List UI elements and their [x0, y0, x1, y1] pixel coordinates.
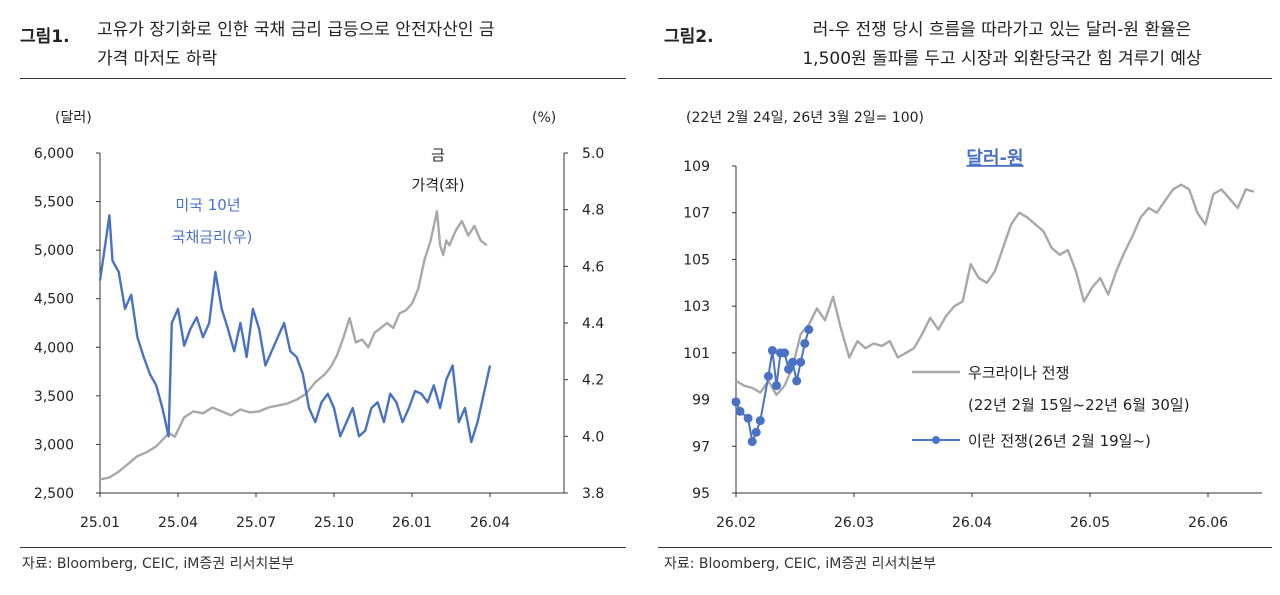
x-axis-tick-label: 26.04: [470, 515, 510, 531]
left-axis-tick-label: 3,500: [34, 389, 74, 405]
chart-subtitle: (22년 2월 24일, 26년 3월 2일= 100): [686, 110, 924, 126]
treasury-annotation-line1: 미국 10년: [175, 196, 240, 214]
chart-axes: 6,000 5,500 5,000 4,500 4,000 3,500 3,000 2,500…: [34, 146, 604, 531]
legend-label-ukraine-period: (22년 2월 15일~22년 6월 30일): [968, 396, 1190, 414]
x-axis-tick-label: 26.02: [716, 515, 756, 531]
gold-treasury-chart: (달러) (%) 6,000 5,500 5,000 4,500 4,000 3,500 3…: [34, 110, 604, 531]
x-axis-tick-label: 26.05: [1070, 515, 1110, 531]
x-axis-tick-label: 25.04: [158, 515, 198, 531]
iran-war-point: [731, 397, 741, 407]
figure-title: 고유가 장기화로 인한 국채 금리 급등으로 안전자산인 금 가격 마저도 하락: [97, 16, 607, 74]
figure-title-line1: 러-우 전쟁 당시 흐름을 따라가고 있는 달러-원 환율은: [812, 20, 1192, 40]
chart-series: [731, 183, 1255, 447]
legend-label-iran: 이란 전쟁(26년 2월 19일~): [968, 432, 1151, 450]
gold-annotation-line1: 금: [431, 146, 445, 164]
iran-war-point: [804, 325, 814, 334]
chart-inner-title: 달러-원: [966, 148, 1023, 169]
chart-legend: 우크라이나 전쟁 (22년 2월 15일~22년 6월 30일) 이란 전쟁(2…: [912, 364, 1190, 450]
y-axis-tick-label: 105: [683, 252, 710, 268]
left-axis-tick-label: 6,000: [34, 146, 74, 162]
x-axis-tick-label: 25.07: [236, 515, 276, 531]
iran-war-point: [780, 348, 790, 358]
left-axis-tick-label: 4,500: [34, 292, 74, 308]
right-axis-tick-label: 5.0: [582, 146, 604, 162]
figure-number: 그림1.: [20, 27, 70, 47]
y-axis-tick-label: 97: [692, 439, 710, 455]
left-axis-tick-label: 2,500: [34, 486, 74, 502]
gold-annotation-line2: 가격(좌): [411, 176, 464, 194]
legend-marker-iran: [932, 436, 940, 444]
left-axis-tick-label: 5,500: [34, 195, 74, 211]
left-axis-tick-label: 3,000: [34, 437, 74, 453]
right-axis-tick-label: 4.2: [582, 373, 604, 389]
iran-war-point: [743, 413, 753, 423]
x-axis-tick-label: 26.03: [834, 515, 874, 531]
x-axis-tick-label: 26.06: [1188, 515, 1228, 531]
iran-war-point: [784, 364, 794, 374]
x-axis-tick-label: 26.04: [952, 515, 992, 531]
iran-war-point: [792, 376, 802, 386]
source-divider: [658, 547, 1272, 548]
left-axis-unit: (달러): [55, 110, 92, 126]
y-axis-tick-label: 103: [683, 299, 710, 315]
x-axis-tick-label: 26.01: [392, 515, 432, 531]
figure-title-line2: 가격 마저도 하락: [97, 49, 218, 69]
x-axis-tick-label: 25.01: [80, 515, 120, 531]
left-axis-tick-label: 4,000: [34, 340, 74, 356]
iran-war-point: [800, 339, 810, 348]
right-axis-tick-label: 3.8: [582, 486, 604, 502]
chart-axes: 109 107 105 103 101 99 97 95 26.02 26.03 26.04 26.0…: [683, 159, 1262, 531]
right-axis-tick-label: 4.8: [582, 203, 604, 219]
figure-2-panel: 그림2. 러-우 전쟁 당시 흐름을 따라가고 있는 달러-원 환율은 1,50…: [650, 0, 1276, 595]
left-axis-tick-label: 5,000: [34, 243, 74, 259]
gold-price-line: [99, 210, 488, 481]
title-divider: [20, 78, 626, 79]
iran-war-point: [767, 346, 777, 355]
y-axis-tick-label: 101: [683, 346, 710, 362]
right-axis-tick-label: 4.6: [582, 259, 604, 275]
iran-war-point: [735, 406, 745, 416]
treasury-annotation-line2: 국채금리(우): [172, 228, 253, 246]
x-axis-tick-label: 25.10: [314, 515, 354, 531]
source-note: 자료: Bloomberg, CEIC, iM증권 리서치본부: [664, 556, 936, 572]
figure-1-panel: 그림1. 고유가 장기화로 인한 국채 금리 급등으로 안전자산인 금 가격 마…: [0, 0, 626, 595]
chart-series: [98, 210, 492, 481]
figure-number: 그림2.: [664, 27, 714, 47]
y-axis-tick-label: 99: [692, 393, 710, 409]
figure-title-line1: 고유가 장기화로 인한 국채 금리 급등으로 안전자산인 금: [97, 20, 495, 40]
source-divider: [20, 547, 626, 548]
y-axis-tick-label: 95: [692, 486, 710, 502]
title-divider: [658, 78, 1272, 79]
iran-war-point: [788, 357, 798, 367]
iran-war-point: [772, 381, 781, 391]
iran-war-point: [751, 427, 761, 437]
ukraine-war-line: [735, 183, 1255, 397]
legend-label-ukraine: 우크라이나 전쟁: [968, 364, 1069, 382]
y-axis-tick-label: 107: [683, 206, 710, 222]
usdkrw-chart: (22년 2월 24일, 26년 3월 2일= 100) 달러-원 109 107…: [683, 110, 1262, 531]
us10y-yield-line: [98, 214, 492, 444]
right-axis-tick-label: 4.4: [582, 316, 604, 332]
iran-war-point: [763, 371, 773, 381]
figure-title-line2: 1,500원 돌파를 두고 시장과 외환당국간 힘 겨루기 예상: [802, 49, 1202, 69]
right-axis-tick-label: 4.0: [582, 429, 604, 445]
iran-war-point: [796, 357, 806, 367]
source-note: 자료: Bloomberg, CEIC, iM증권 리서치본부: [22, 556, 294, 572]
y-axis-tick-label: 109: [683, 159, 710, 175]
figure-title: 러-우 전쟁 당시 흐름을 따라가고 있는 달러-원 환율은 1,500원 돌파…: [732, 16, 1272, 74]
iran-war-point: [755, 416, 765, 426]
right-axis-unit: (%): [532, 110, 556, 126]
iran-war-point: [747, 437, 757, 447]
